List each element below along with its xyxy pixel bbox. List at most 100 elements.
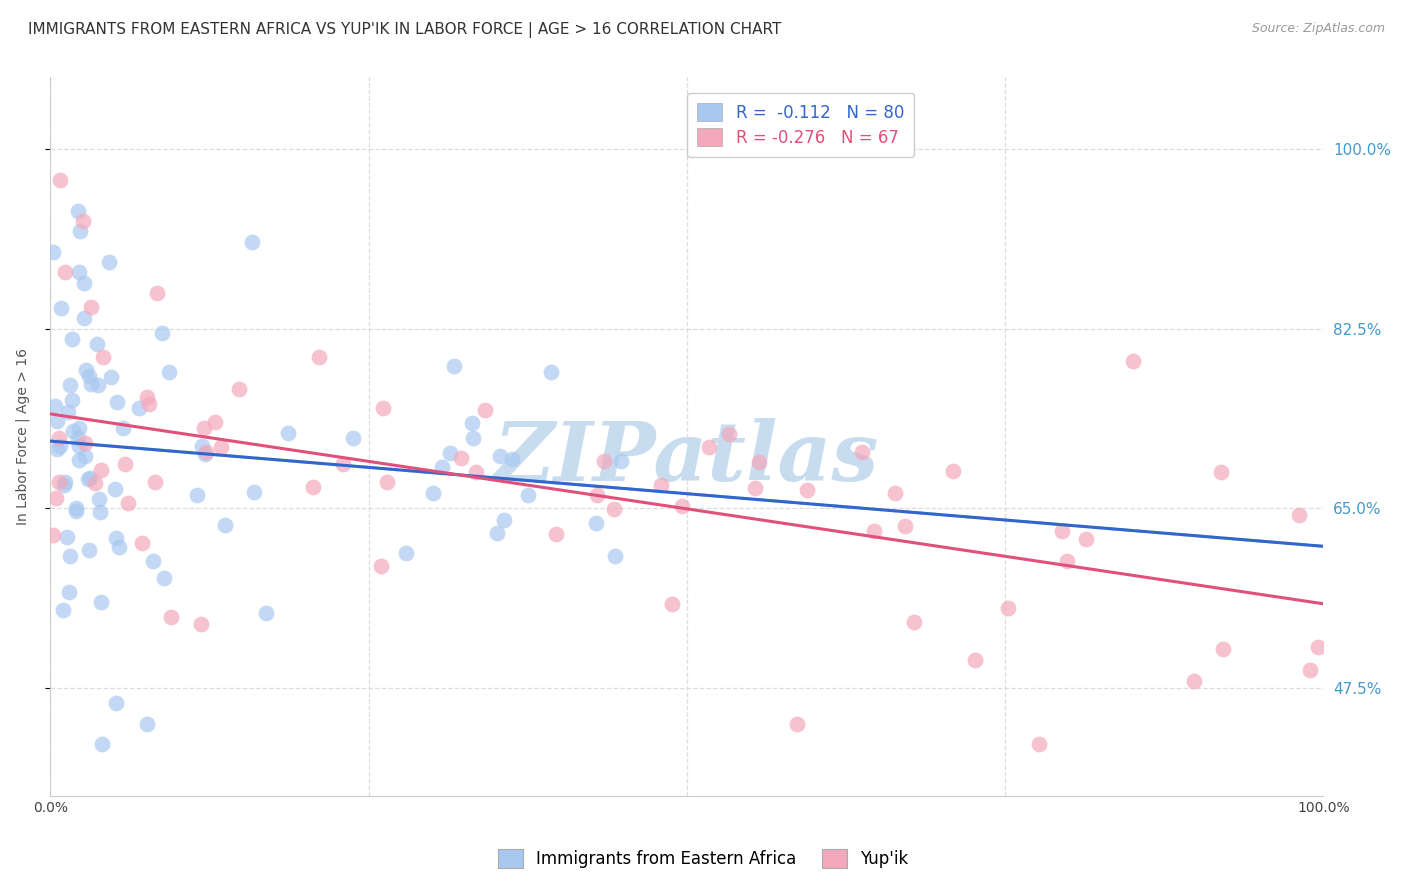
- Point: [89, 505, 111, 519]
- Point: [87, 492, 110, 507]
- Point: [301, 480, 323, 494]
- Text: ZIPatlas: ZIPatlas: [494, 418, 880, 498]
- Text: IMMIGRANTS FROM EASTERN AFRICA VS YUP'IK IN LABOR FORCE | AGE > 16 CORRELATION C: IMMIGRANTS FROM EASTERN AFRICA VS YUP'IK…: [28, 22, 782, 38]
- Point: [277, 425, 299, 440]
- Point: [77, 369, 100, 384]
- Point: [443, 359, 465, 373]
- Point: [86, 336, 108, 351]
- Point: [49, 173, 72, 187]
- Point: [45, 491, 67, 505]
- Point: [136, 390, 159, 404]
- Point: [661, 597, 683, 611]
- Point: [53, 265, 76, 279]
- Point: [105, 395, 128, 409]
- Point: [884, 486, 907, 500]
- Point: [160, 610, 183, 624]
- Point: [45, 442, 67, 456]
- Point: [90, 463, 112, 477]
- Point: [91, 350, 114, 364]
- Point: [1056, 554, 1078, 568]
- Point: [131, 536, 153, 550]
- Point: [439, 446, 461, 460]
- Point: [1122, 354, 1144, 368]
- Point: [1028, 738, 1050, 752]
- Point: [62, 424, 84, 438]
- Point: [862, 524, 884, 538]
- Point: [66, 431, 89, 445]
- Point: [112, 421, 135, 435]
- Point: [107, 541, 129, 555]
- Point: [1074, 533, 1097, 547]
- Point: [486, 526, 509, 541]
- Point: [114, 457, 136, 471]
- Point: [186, 488, 208, 502]
- Point: [157, 365, 180, 379]
- Point: [53, 475, 76, 489]
- Point: [671, 500, 693, 514]
- Point: [87, 378, 110, 392]
- Point: [997, 600, 1019, 615]
- Point: [342, 431, 364, 445]
- Point: [610, 454, 633, 468]
- Point: [135, 717, 157, 731]
- Point: [44, 399, 66, 413]
- Point: [1209, 465, 1232, 479]
- Point: [242, 485, 264, 500]
- Point: [1288, 508, 1310, 523]
- Point: [67, 439, 90, 453]
- Point: [605, 549, 627, 563]
- Point: [79, 300, 101, 314]
- Point: [56, 405, 79, 419]
- Point: [450, 451, 472, 466]
- Legend: Immigrants from Eastern Africa, Yup'ik: Immigrants from Eastern Africa, Yup'ik: [491, 843, 915, 875]
- Y-axis label: In Labor Force | Age > 16: In Labor Force | Age > 16: [15, 348, 30, 525]
- Point: [72, 214, 94, 228]
- Point: [80, 377, 103, 392]
- Point: [463, 431, 485, 445]
- Point: [254, 606, 277, 620]
- Point: [42, 528, 65, 542]
- Point: [585, 488, 607, 502]
- Point: [332, 457, 354, 471]
- Point: [73, 276, 96, 290]
- Point: [190, 439, 212, 453]
- Point: [59, 378, 82, 392]
- Point: [240, 235, 263, 249]
- Point: [697, 440, 720, 454]
- Point: [153, 571, 176, 585]
- Legend: R =  -0.112   N = 80, R = -0.276   N = 67: R = -0.112 N = 80, R = -0.276 N = 67: [688, 93, 914, 157]
- Point: [851, 445, 873, 459]
- Point: [489, 449, 512, 463]
- Point: [786, 717, 808, 731]
- Point: [474, 403, 496, 417]
- Point: [59, 549, 82, 563]
- Point: [1050, 524, 1073, 538]
- Point: [60, 392, 83, 407]
- Point: [195, 444, 218, 458]
- Point: [371, 401, 394, 415]
- Point: [796, 483, 818, 498]
- Point: [49, 301, 72, 315]
- Point: [56, 530, 79, 544]
- Point: [209, 440, 232, 454]
- Point: [190, 616, 212, 631]
- Point: [138, 397, 160, 411]
- Point: [1308, 640, 1330, 654]
- Point: [517, 488, 540, 502]
- Point: [65, 504, 87, 518]
- Point: [60, 332, 83, 346]
- Point: [69, 224, 91, 238]
- Point: [104, 482, 127, 496]
- Point: [65, 500, 87, 515]
- Point: [128, 401, 150, 415]
- Point: [370, 559, 392, 574]
- Point: [67, 265, 90, 279]
- Point: [117, 495, 139, 509]
- Point: [42, 244, 65, 259]
- Point: [52, 603, 75, 617]
- Point: [90, 738, 112, 752]
- Point: [592, 453, 614, 467]
- Point: [194, 447, 217, 461]
- Point: [1212, 642, 1234, 657]
- Point: [104, 531, 127, 545]
